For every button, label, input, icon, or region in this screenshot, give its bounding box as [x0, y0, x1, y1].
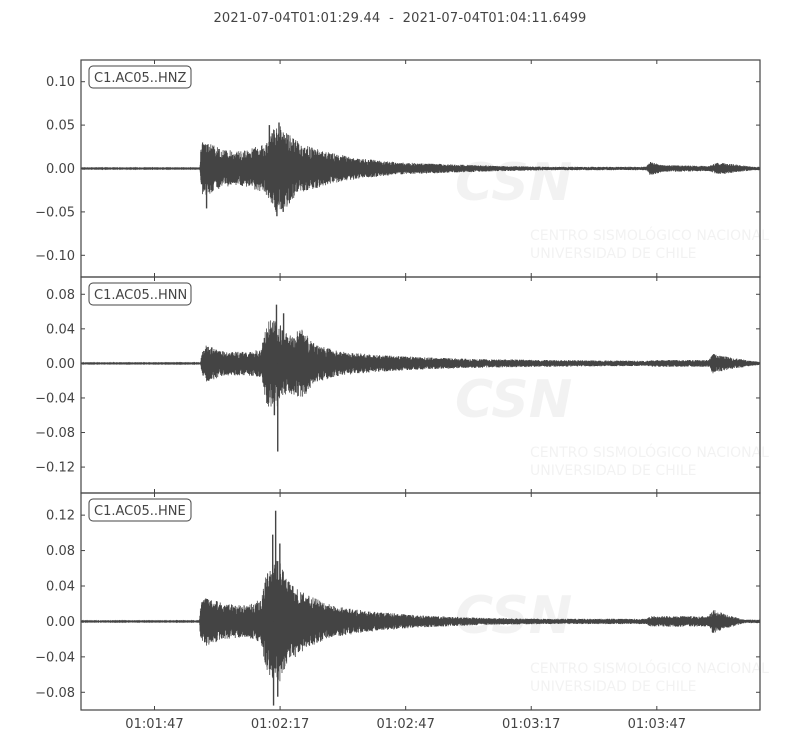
watermark-logo-text: CSN: [455, 370, 572, 430]
watermark-logo-text: CSN: [455, 586, 572, 646]
channel-label-text: C1.AC05..HNE: [94, 504, 186, 519]
csn-watermark-logo: CSN CENTRO SISMOLÓGICO NACIONAL UNIVERSIDA…: [455, 153, 769, 262]
waveform-C1.AC05..HNE: [80, 558, 761, 682]
x-tick-label: 01:02:17: [251, 717, 309, 732]
y-tick-label: 0.08: [46, 544, 75, 559]
chart-title: 2021-07-04T01:01:29.44 - 2021-07-04T01:0…: [0, 11, 800, 26]
title-end-time: 2021-07-04T01:04:11.6499: [402, 11, 587, 26]
channel-label-box: [88, 282, 192, 306]
y-tick-label: 0.00: [46, 357, 75, 372]
y-tick-label: 0.05: [46, 119, 75, 134]
y-tick-label: −0.04: [35, 391, 75, 406]
x-tick-label: 01:03:17: [502, 717, 560, 732]
channel-label-box: [88, 65, 192, 89]
y-tick-label: 0.00: [46, 615, 75, 630]
watermark-line-2: UNIVERSIDAD DE CHILE: [530, 679, 697, 695]
channel-label-2: C1.AC05..HNN: [88, 282, 192, 306]
waveform-C1.AC05..HNZ: [80, 126, 761, 212]
x-tick-label: 01:03:47: [628, 717, 686, 732]
y-tick-label: 0.10: [46, 75, 75, 90]
y-tick-label: −0.04: [35, 650, 75, 665]
channel-label-box: [88, 498, 192, 522]
panel-frame-3: [80, 492, 761, 711]
y-tick-label: −0.08: [35, 426, 75, 441]
y-tick-label: 0.04: [46, 580, 75, 595]
y-tick-label: −0.08: [35, 686, 75, 701]
x-tick-label: 01:02:47: [376, 717, 434, 732]
waveform-C1.AC05..HNN: [80, 320, 761, 407]
watermark-logo-text: CSN: [455, 153, 572, 213]
panel-3: CSN CENTRO SISMOLÓGICO NACIONAL UNIVERSIDA…: [35, 492, 769, 711]
panel-2: CSN CENTRO SISMOLÓGICO NACIONAL UNIVERSIDA…: [35, 276, 769, 494]
channel-label-text: C1.AC05..HNZ: [94, 71, 187, 86]
channel-label-1: C1.AC05..HNZ: [88, 65, 192, 89]
csn-watermark-logo: CSN CENTRO SISMOLÓGICO NACIONAL UNIVERSIDA…: [455, 370, 769, 479]
y-tick-label: −0.05: [35, 205, 75, 220]
watermark-line-2: UNIVERSIDAD DE CHILE: [530, 246, 697, 262]
y-tick-label: 0.12: [46, 509, 75, 524]
title-start-time: 2021-07-04T01:01:29.44: [213, 11, 381, 26]
watermark-line-1: CENTRO SISMOLÓGICO NACIONAL: [530, 659, 769, 677]
x-tick-label: 01:01:47: [125, 717, 183, 732]
y-tick-label: 0.08: [46, 288, 75, 303]
title-separator: -: [389, 11, 394, 26]
y-tick-label: 0.00: [46, 162, 75, 177]
watermark-line-1: CENTRO SISMOLÓGICO NACIONAL: [530, 443, 769, 461]
csn-watermark-logo: CSN CENTRO SISMOLÓGICO NACIONAL UNIVERSIDA…: [455, 586, 769, 695]
y-tick-label: 0.04: [46, 322, 75, 337]
watermark-line-2: UNIVERSIDAD DE CHILE: [530, 463, 697, 479]
panel-1: CSN CENTRO SISMOLÓGICO NACIONAL UNIVERSIDA…: [35, 59, 769, 278]
y-tick-label: −0.12: [35, 461, 75, 476]
y-tick-label: −0.10: [35, 249, 75, 264]
channel-label-3: C1.AC05..HNE: [88, 498, 192, 522]
watermark-line-1: CENTRO SISMOLÓGICO NACIONAL: [530, 226, 769, 244]
channel-label-text: C1.AC05..HNN: [94, 288, 187, 303]
